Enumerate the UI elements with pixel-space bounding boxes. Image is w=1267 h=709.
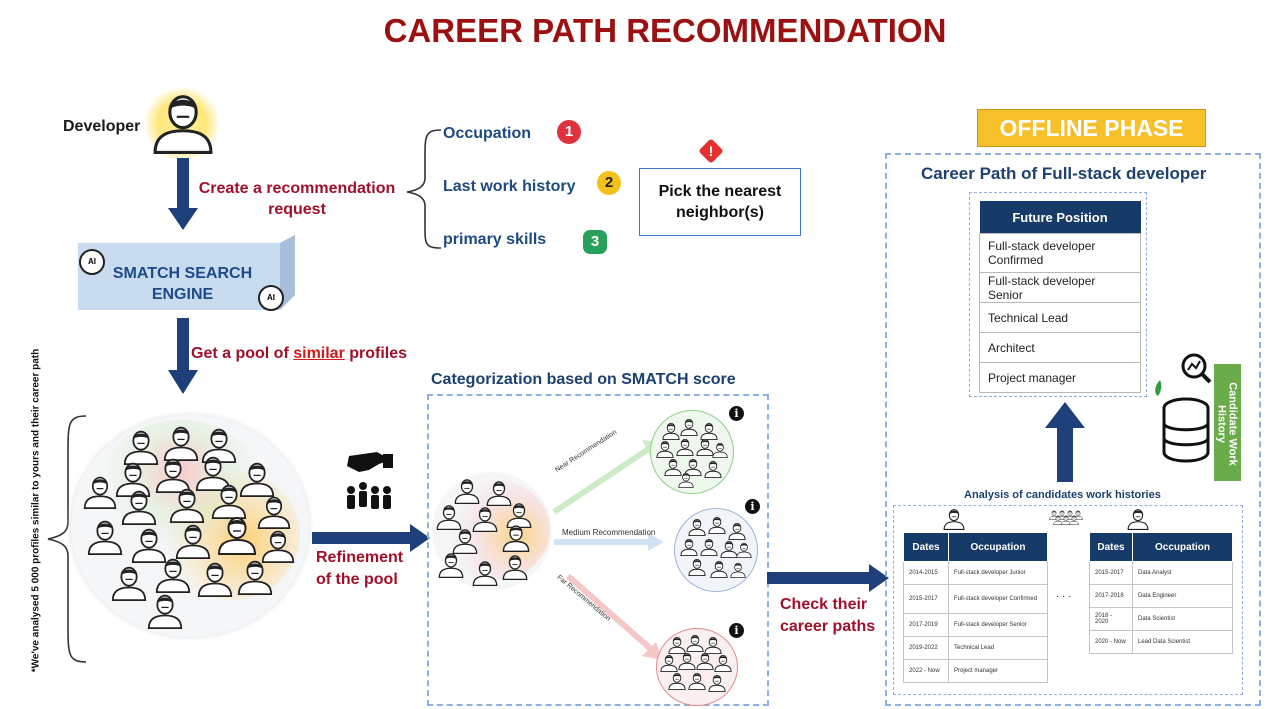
group-icon <box>1049 510 1083 525</box>
analysis-label: Analysis of candidates work histories <box>964 489 1161 501</box>
cell-date: 2019-2022 <box>903 636 949 660</box>
career-table-right: Dates Occupation 2015-2017 Data Analyst 2… <box>1089 532 1233 654</box>
cell-occupation: Data Scientist <box>1132 607 1233 631</box>
nearest-neighbor-box: Pick the nearest neighbor(s) <box>639 168 801 236</box>
categorization-title: Categorization based on SMATCH score <box>431 371 736 388</box>
cell-occupation: Full-stack developer Junior <box>948 561 1048 585</box>
database-icon <box>1155 353 1212 463</box>
cell-occupation: Project manager <box>948 659 1048 683</box>
candidate-history-label: Candidate Work History <box>1215 382 1239 466</box>
cell-date: 2015-2017 <box>903 584 949 614</box>
future-position-row: Full-stack developer Senior <box>979 272 1141 303</box>
refinement-icon <box>347 452 393 509</box>
future-position-row: Architect <box>979 332 1141 363</box>
career-table-left: Dates Occupation 2014-2015 Full-stack dev… <box>903 532 1048 683</box>
future-position-row: Technical Lead <box>979 302 1141 333</box>
page-title: CAREER PATH RECOMMENDATION <box>383 12 947 49</box>
refine-arrow-icon <box>312 524 430 552</box>
career-path-title: Career Path of Full-stack developer <box>921 164 1207 183</box>
cell-occupation: Full-stack developer Senior <box>948 613 1048 637</box>
cell-date: 2014-2015 <box>903 561 949 585</box>
offline-phase-badge: OFFLINE PHASE <box>977 109 1206 147</box>
request-label: Create a recommendation request <box>198 180 396 218</box>
cell-date: 2022 - Now <box>903 659 949 683</box>
candidate-avatar-icon <box>1127 509 1149 530</box>
medium-people-icons <box>680 516 752 578</box>
cell-date: 2015-2017 <box>1089 561 1133 585</box>
engine-box <box>78 235 295 310</box>
future-position-header: Future Position <box>979 201 1141 234</box>
cell-date: 2020 - Now <box>1089 630 1133 654</box>
far-people-icons <box>660 634 732 692</box>
analysis-box <box>893 505 1243 695</box>
cell-occupation: Lead Data Scientist <box>1132 630 1233 654</box>
cell-date: 2017-2019 <box>903 613 949 637</box>
criteria-occupation: Occupation <box>443 125 532 142</box>
ai-chip-icon: AI <box>79 249 105 275</box>
offline-box <box>885 153 1261 706</box>
up-arrow-icon <box>1045 402 1085 482</box>
col-dates: Dates <box>903 532 949 562</box>
pool-label: Get a pool of similar profiles <box>191 345 408 362</box>
candidate-avatar-icon <box>943 509 965 530</box>
info-near-icon[interactable]: i <box>729 406 744 421</box>
side-note: *We've analysed 5 000 profiles similar t… <box>30 348 42 673</box>
cell-date: 2018 - 2020 <box>1089 607 1133 631</box>
badge-1-icon: 1 <box>557 120 581 144</box>
criteria-skills: primary skills <box>443 231 547 248</box>
refinement-label: Refinement of the pool <box>316 549 404 588</box>
check-arrow-icon <box>767 564 889 592</box>
cell-occupation: Technical Lead <box>948 636 1048 660</box>
cell-occupation: Data Engineer <box>1132 584 1233 608</box>
developer-label: Developer <box>63 118 141 135</box>
info-far-icon[interactable]: i <box>729 623 744 638</box>
criteria-work-history: Last work history <box>443 178 576 195</box>
medium-label: Medium Recommendation <box>562 528 656 537</box>
col-occupation: Occupation <box>948 532 1048 562</box>
near-people-icons <box>656 418 728 488</box>
engine-label: SMATCH SEARCH ENGINE <box>112 265 253 303</box>
cell-date: 2017-2018 <box>1089 584 1133 608</box>
categorization-box <box>427 394 769 706</box>
col-occupation: Occupation <box>1132 532 1233 562</box>
future-position-frame <box>969 192 1147 397</box>
down-arrow-2-icon <box>168 318 198 394</box>
ai-chip-icon: AI <box>258 285 284 311</box>
criteria-brace-icon <box>406 129 442 249</box>
warning-glyph: ! <box>708 143 714 159</box>
col-dates: Dates <box>1089 532 1133 562</box>
info-medium-icon[interactable]: i <box>745 499 760 514</box>
check-label: Check their career paths <box>780 596 876 635</box>
future-position-row: Full-stack developer Confirmed <box>979 233 1141 273</box>
candidate-history-tab <box>1214 364 1241 481</box>
developer-avatar-icon <box>153 95 213 154</box>
future-position-row: Project manager <box>979 362 1141 393</box>
badge-2-icon: 2 <box>597 171 621 195</box>
ellipsis: . . . <box>1056 588 1072 600</box>
cell-occupation: Full-stack developer Confirmed <box>948 584 1048 614</box>
small-pool-people-icons <box>436 479 532 586</box>
future-position-table: Future Position Full-stack developer Con… <box>979 201 1141 393</box>
pool-people-icons <box>83 426 295 629</box>
pool-brace-icon <box>47 415 87 663</box>
cell-occupation: Data Analyst <box>1132 561 1233 585</box>
down-arrow-1-icon <box>168 158 198 230</box>
badge-3-icon: 3 <box>583 230 607 254</box>
